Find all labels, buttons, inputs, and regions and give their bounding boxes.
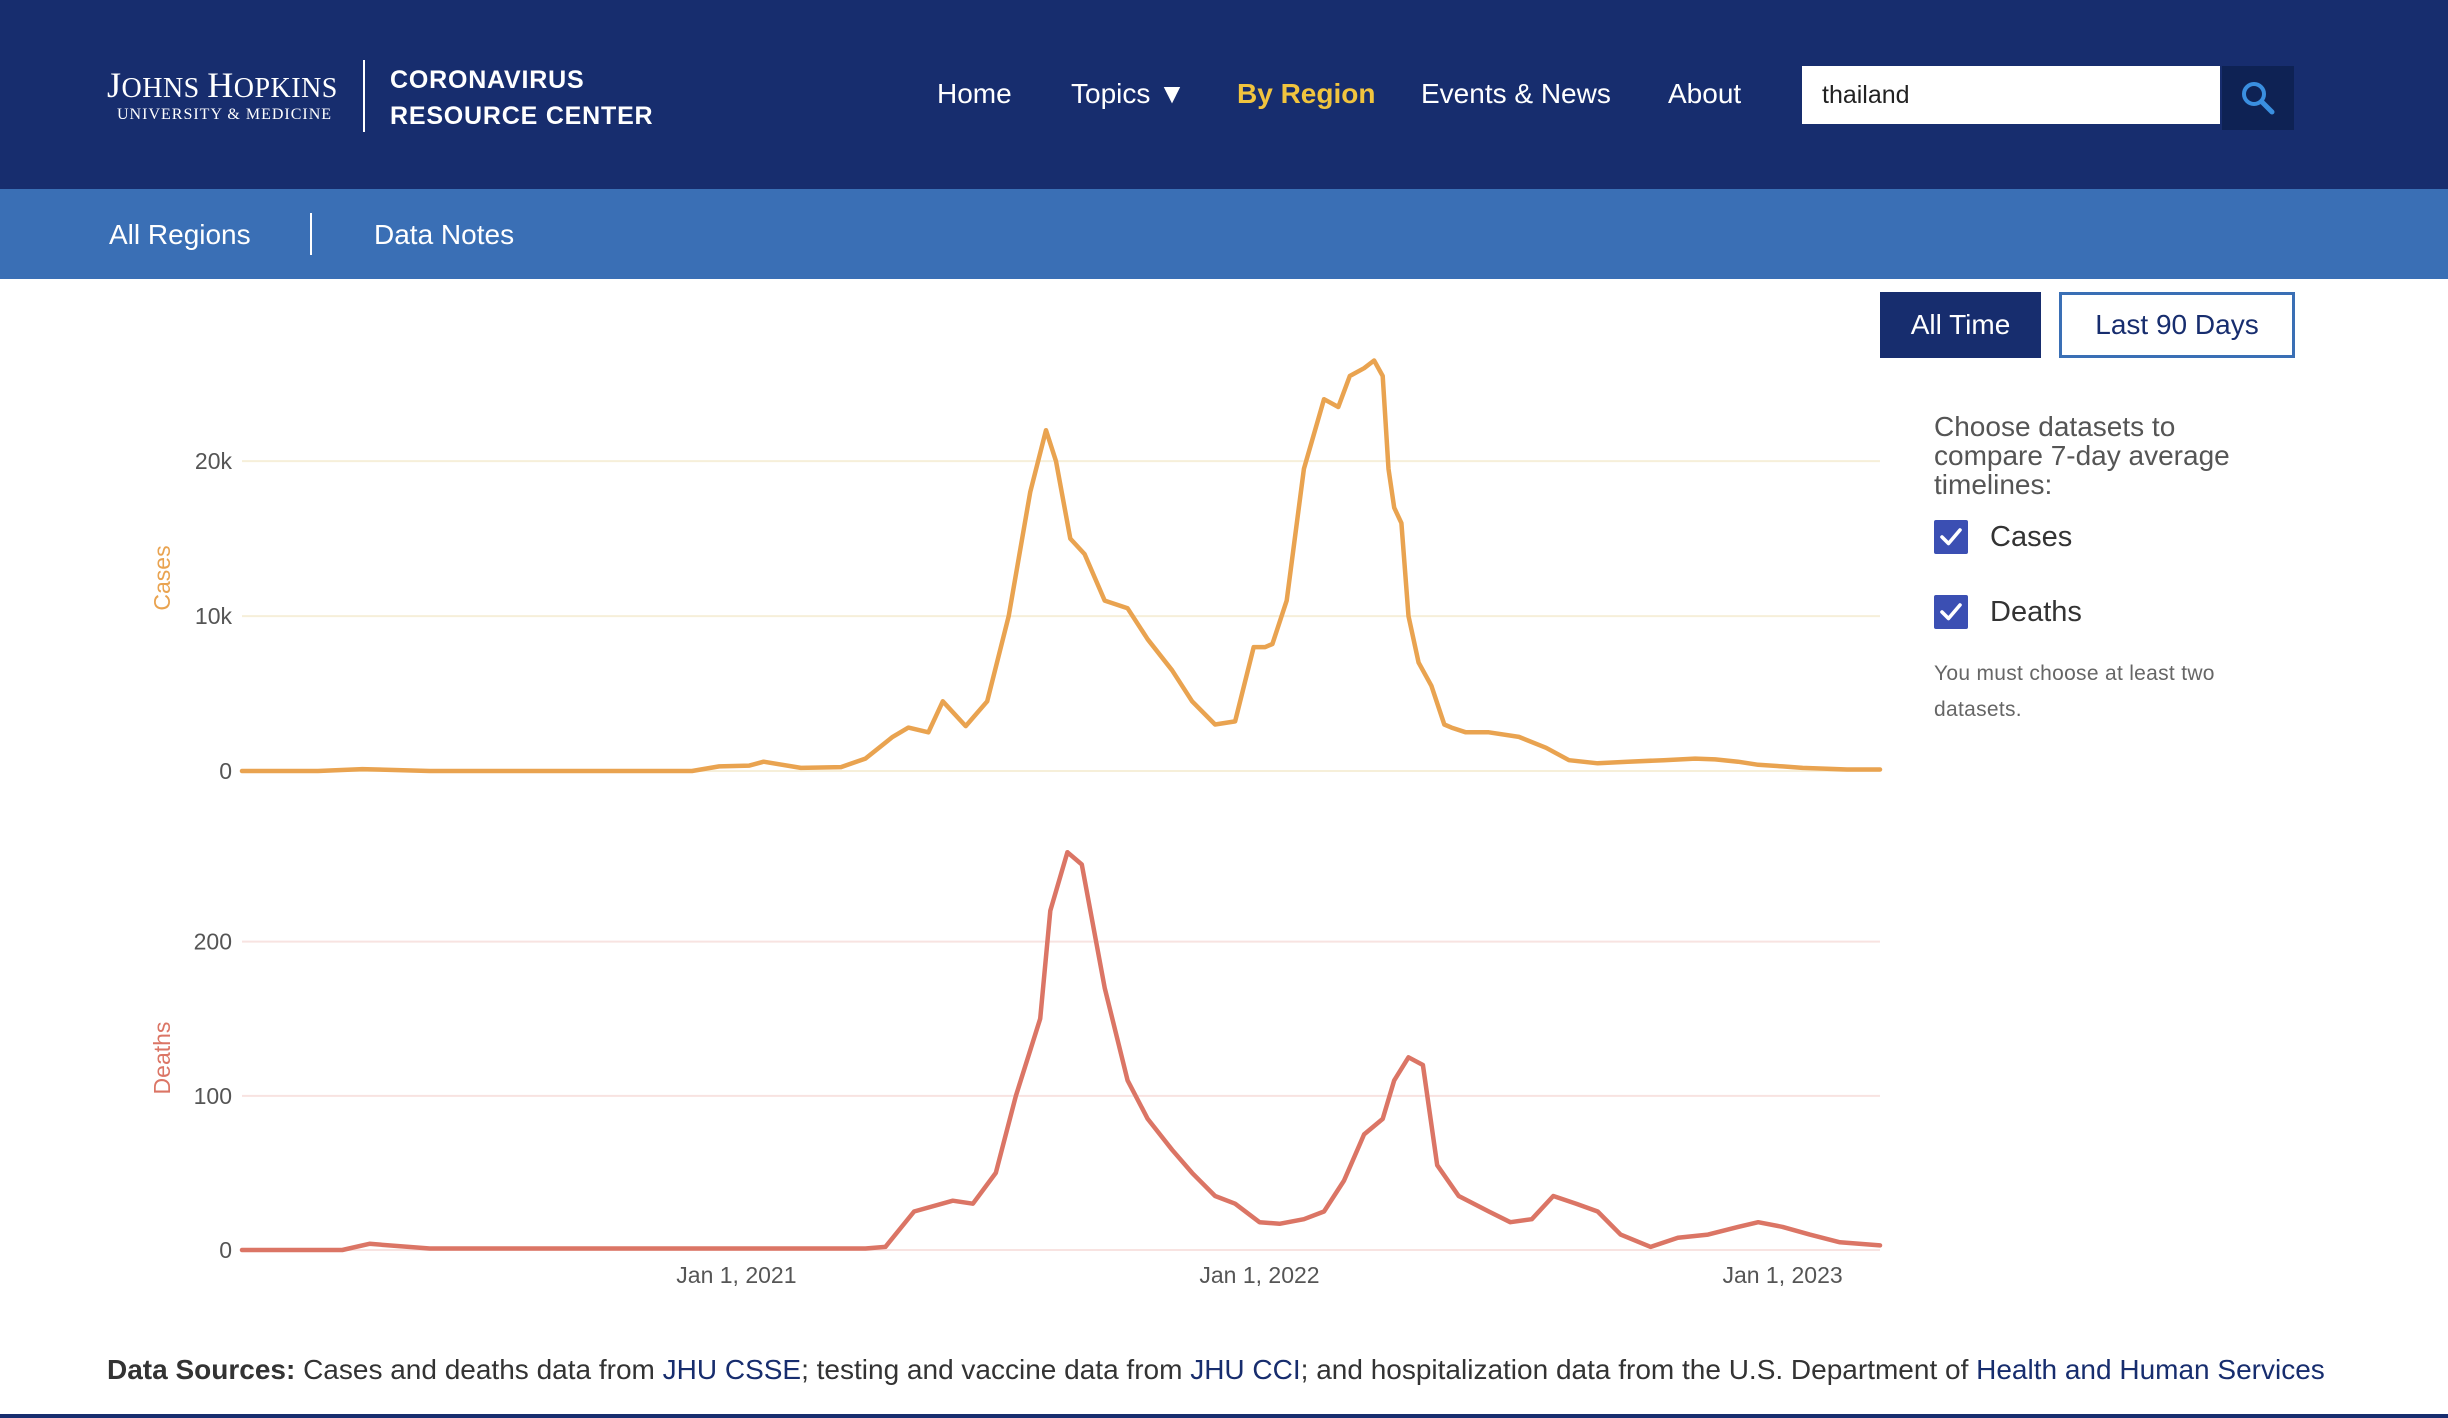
all-time-button[interactable]: All Time <box>1880 292 2041 358</box>
nav-events-news[interactable]: Events & News <box>1421 78 1611 109</box>
crc-title-line2: RESOURCE CENTER <box>390 102 654 130</box>
crc-title-line1: CORONAVIRUS <box>390 66 585 94</box>
jhu-csse-link[interactable]: JHU CSSE <box>662 1354 802 1385</box>
x-tick-label: Jan 1, 2023 <box>1722 1262 1842 1288</box>
cases-y-tick-label: 20k <box>195 448 233 474</box>
deaths-checkbox-row[interactable]: Deaths <box>1934 594 2082 630</box>
deaths-checkbox-label: Deaths <box>1990 595 2082 628</box>
data-sources-text-3: ; and hospitalization data from the U.S.… <box>1300 1354 1977 1385</box>
cases-checkbox-row[interactable]: Cases <box>1934 519 2072 555</box>
bottom-border <box>0 1414 2448 1418</box>
deaths-y-tick-label: 100 <box>194 1083 232 1109</box>
nav-about[interactable]: About <box>1668 78 1742 109</box>
cases-checkbox-label: Cases <box>1990 520 2073 553</box>
data-sources-label: Data Sources: <box>107 1354 296 1385</box>
jhu-cci-link[interactable]: JHU CCI <box>1190 1354 1301 1385</box>
cases-checkbox[interactable] <box>1934 520 1968 554</box>
x-tick-label: Jan 1, 2022 <box>1199 1262 1319 1288</box>
cases-y-tick-label: 10k <box>195 603 233 629</box>
choose-datasets-text: Choose datasets to compare 7-day average… <box>1934 411 2230 500</box>
checkmark-icon <box>1940 528 1962 546</box>
top-header: JOHNS HOPKINS UNIVERSITY & MEDICINE CORO… <box>0 0 2448 189</box>
timeline-chart: 0 10k 20k Cases 0 100 200 Deaths Jan 1, 2021 Jan … <box>149 358 1883 1288</box>
subnav-data-notes[interactable]: Data Notes <box>374 219 515 250</box>
nav-home[interactable]: Home <box>937 78 1012 109</box>
deaths-y-tick-label: 200 <box>194 929 232 955</box>
sub-navigation: All Regions Data Notes <box>0 189 2448 279</box>
deaths-axis-label: Deaths <box>149 1022 175 1095</box>
nav-by-region[interactable]: By Region <box>1237 78 1376 109</box>
subnav-all-regions[interactable]: All Regions <box>109 219 251 250</box>
search-button[interactable] <box>2222 66 2294 130</box>
logo-wordmark: JOHNS HOPKINS <box>107 65 338 105</box>
search-input[interactable] <box>1802 66 2220 124</box>
cases-axis-label: Cases <box>149 545 175 610</box>
deaths-series-line <box>239 849 1883 1253</box>
data-sources-text-1: Cases and deaths data from <box>295 1354 663 1385</box>
dataset-note: You must choose at least two datasets. <box>1934 662 2215 721</box>
hhs-link[interactable]: Health and Human Services <box>1976 1354 2325 1385</box>
deaths-checkbox[interactable] <box>1934 595 1968 629</box>
last-90-days-button[interactable]: Last 90 Days <box>2059 292 2295 358</box>
cases-y-tick-label: 0 <box>219 758 232 784</box>
cases-series-line <box>239 358 1883 774</box>
nav-topics[interactable]: Topics ▼ <box>1071 78 1186 109</box>
logo-subtitle: UNIVERSITY & MEDICINE <box>117 106 333 123</box>
deaths-y-tick-label: 0 <box>219 1237 232 1263</box>
checkmark-icon <box>1940 603 1962 621</box>
data-sources: Data Sources: Cases and deaths data from… <box>107 1350 2407 1390</box>
x-tick-label: Jan 1, 2021 <box>676 1262 796 1288</box>
subnav-divider <box>310 213 312 255</box>
jhu-logo[interactable]: JOHNS HOPKINS UNIVERSITY & MEDICINE CORO… <box>107 60 687 134</box>
data-sources-text-2: ; testing and vaccine data from <box>801 1354 1191 1385</box>
logo-divider <box>363 60 365 132</box>
search-icon <box>2242 82 2275 115</box>
